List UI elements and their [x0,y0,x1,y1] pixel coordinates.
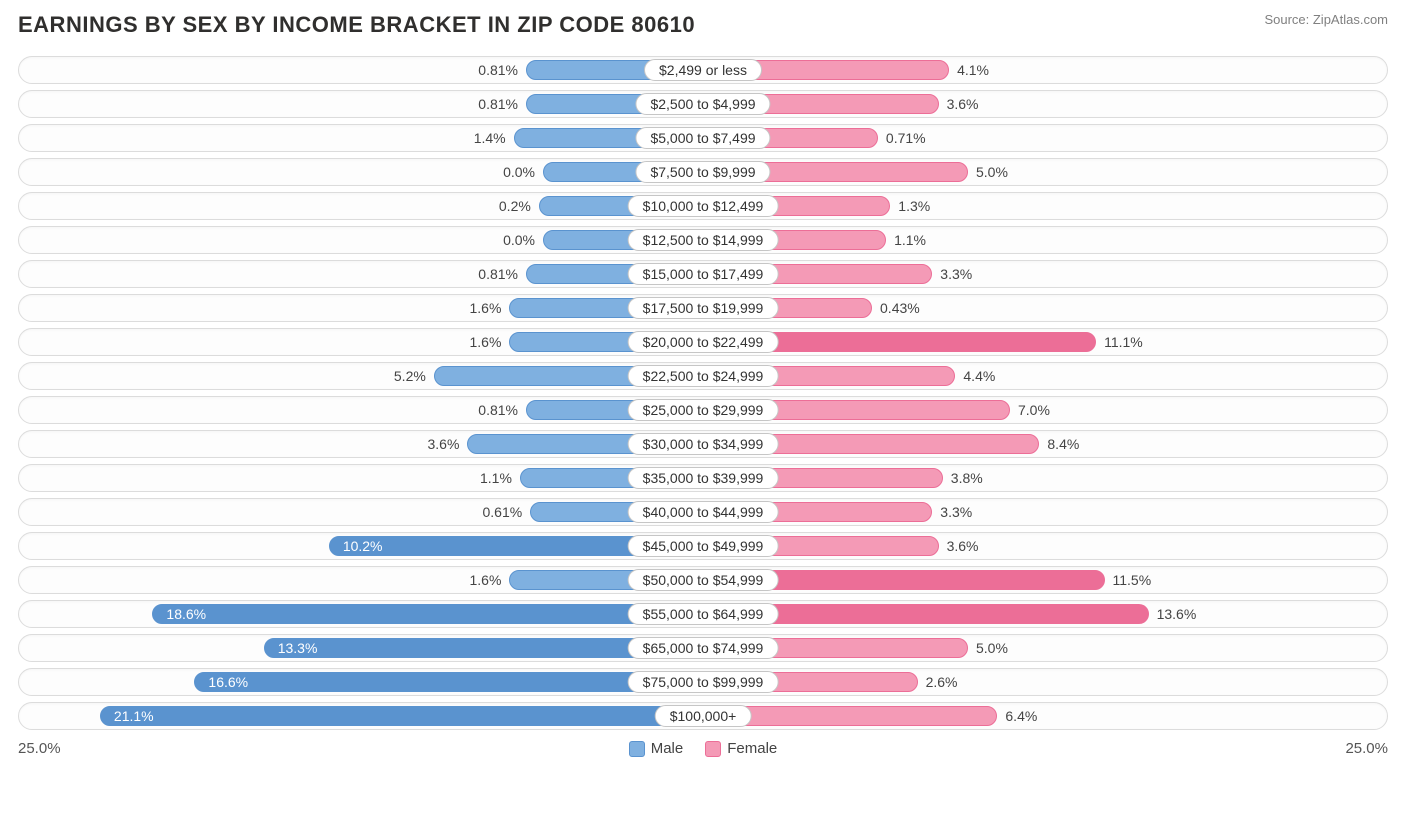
bracket-label: $45,000 to $49,999 [628,535,779,557]
male-value: 1.6% [469,300,501,316]
female-value: 3.6% [947,96,979,112]
legend-male-label: Male [651,740,684,757]
male-value: 3.6% [427,436,459,452]
chart-row: $17,500 to $19,999 1.6% 0.43% [18,294,1388,322]
male-value: 0.0% [503,232,535,248]
chart-row: $15,000 to $17,499 0.81% 3.3% [18,260,1388,288]
female-value: 3.6% [947,538,979,554]
chart-rows: $2,499 or less 0.81% 4.1% $2,500 to $4,999 0… [18,56,1388,730]
bracket-label: $2,500 to $4,999 [635,93,770,115]
bracket-label: $22,500 to $24,999 [628,365,779,387]
female-value: 11.1% [1104,334,1143,350]
male-value: 21.1% [114,708,154,724]
bracket-label: $15,000 to $17,499 [628,263,779,285]
male-value: 13.3% [278,640,318,656]
female-value: 3.8% [951,470,983,486]
chart-row: $22,500 to $24,999 5.2% 4.4% [18,362,1388,390]
chart-row: $2,499 or less 0.81% 4.1% [18,56,1388,84]
bracket-label: $5,000 to $7,499 [635,127,770,149]
male-value: 18.6% [166,606,206,622]
male-value: 5.2% [394,368,426,384]
male-value: 16.6% [208,674,248,690]
chart-title: EARNINGS BY SEX BY INCOME BRACKET IN ZIP… [18,12,695,38]
chart-row: $12,500 to $14,999 0.0% 1.1% [18,226,1388,254]
chart-row: $75,000 to $99,999 16.6% 2.6% [18,668,1388,696]
chart-row: $2,500 to $4,999 0.81% 3.6% [18,90,1388,118]
male-value: 1.1% [480,470,512,486]
bracket-label: $50,000 to $54,999 [628,569,779,591]
earnings-chart: EARNINGS BY SEX BY INCOME BRACKET IN ZIP… [0,0,1406,775]
legend-female-label: Female [727,740,777,757]
male-value: 10.2% [343,538,383,554]
male-value: 0.0% [503,164,535,180]
legend: Male Female [629,740,778,757]
female-value: 11.5% [1113,572,1152,588]
chart-row: $45,000 to $49,999 10.2% 3.6% [18,532,1388,560]
chart-row: $30,000 to $34,999 3.6% 8.4% [18,430,1388,458]
chart-source: Source: ZipAtlas.com [1264,12,1388,27]
male-value: 1.4% [474,130,506,146]
male-value: 0.81% [478,96,518,112]
chart-row: $7,500 to $9,999 0.0% 5.0% [18,158,1388,186]
chart-row: $55,000 to $64,999 18.6% 13.6% [18,600,1388,628]
bracket-label: $100,000+ [655,705,752,727]
female-value: 3.3% [940,504,972,520]
chart-row: $65,000 to $74,999 13.3% 5.0% [18,634,1388,662]
legend-female-swatch [705,741,721,757]
female-value: 5.0% [976,640,1008,656]
chart-row: $35,000 to $39,999 1.1% 3.8% [18,464,1388,492]
chart-row: $5,000 to $7,499 1.4% 0.71% [18,124,1388,152]
chart-row: $50,000 to $54,999 1.6% 11.5% [18,566,1388,594]
chart-row: $40,000 to $44,999 0.61% 3.3% [18,498,1388,526]
axis-left-label: 25.0% [18,740,61,757]
female-value: 0.71% [886,130,926,146]
bracket-label: $12,500 to $14,999 [628,229,779,251]
legend-female: Female [705,740,777,757]
male-value: 0.81% [478,266,518,282]
female-value: 13.6% [1157,606,1197,622]
female-value: 8.4% [1047,436,1079,452]
legend-male: Male [629,740,684,757]
bracket-label: $20,000 to $22,499 [628,331,779,353]
bracket-label: $10,000 to $12,499 [628,195,779,217]
bracket-label: $35,000 to $39,999 [628,467,779,489]
male-bar [100,706,703,726]
bracket-label: $75,000 to $99,999 [628,671,779,693]
female-value: 7.0% [1018,402,1050,418]
male-value: 0.81% [478,62,518,78]
chart-row: $20,000 to $22,499 1.6% 11.1% [18,328,1388,356]
bracket-label: $2,499 or less [644,59,762,81]
female-value: 5.0% [976,164,1008,180]
bracket-label: $40,000 to $44,999 [628,501,779,523]
male-value: 1.6% [469,334,501,350]
chart-row: $10,000 to $12,499 0.2% 1.3% [18,192,1388,220]
female-value: 6.4% [1005,708,1037,724]
bracket-label: $17,500 to $19,999 [628,297,779,319]
chart-footer: 25.0% Male Female 25.0% [18,740,1388,757]
bracket-label: $7,500 to $9,999 [635,161,770,183]
female-value: 4.1% [957,62,989,78]
bracket-label: $25,000 to $29,999 [628,399,779,421]
female-value: 4.4% [963,368,995,384]
female-value: 0.43% [880,300,920,316]
chart-header: EARNINGS BY SEX BY INCOME BRACKET IN ZIP… [18,12,1388,38]
male-value: 0.81% [478,402,518,418]
male-value: 0.2% [499,198,531,214]
chart-row: $25,000 to $29,999 0.81% 7.0% [18,396,1388,424]
legend-male-swatch [629,741,645,757]
female-value: 3.3% [940,266,972,282]
bracket-label: $30,000 to $34,999 [628,433,779,455]
male-bar [152,604,703,624]
bracket-label: $55,000 to $64,999 [628,603,779,625]
female-value: 1.1% [894,232,926,248]
female-value: 1.3% [898,198,930,214]
axis-right-label: 25.0% [1345,740,1388,757]
chart-row: $100,000+ 21.1% 6.4% [18,702,1388,730]
bracket-label: $65,000 to $74,999 [628,637,779,659]
female-value: 2.6% [926,674,958,690]
male-value: 1.6% [469,572,501,588]
male-value: 0.61% [483,504,523,520]
